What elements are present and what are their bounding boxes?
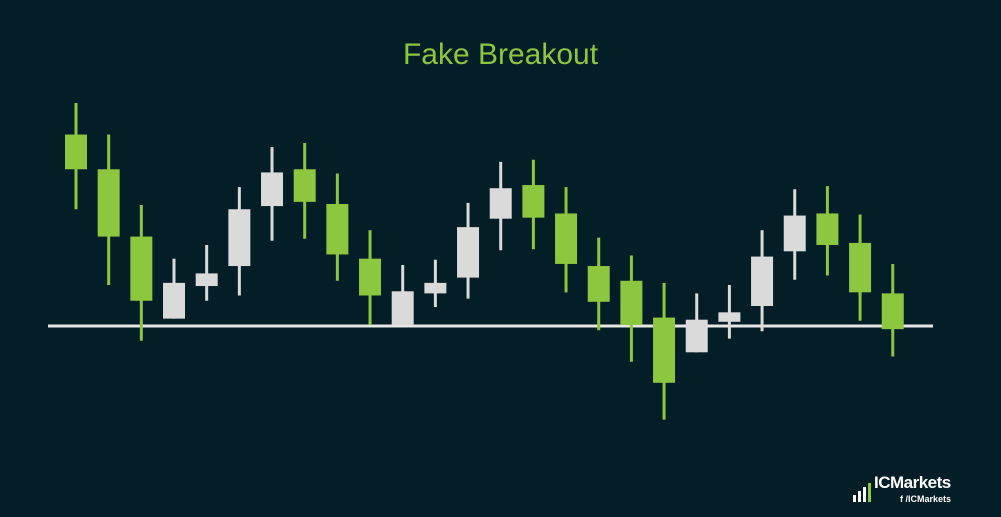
candle-body [228, 209, 251, 267]
candle-body [261, 172, 284, 207]
candle-body [65, 134, 87, 170]
candle-body [849, 242, 872, 293]
candle-body [620, 280, 643, 325]
candle-body [881, 293, 904, 330]
brand-logo-text: ICMarkets [874, 473, 951, 492]
candle-body [489, 188, 512, 219]
candle-body [293, 169, 316, 202]
rising-bars-icon [853, 483, 871, 502]
candle-body [587, 266, 610, 302]
candle-body [424, 282, 447, 294]
candle-body [685, 319, 708, 353]
brand-social-handle: f /ICMarkets [900, 494, 952, 504]
candle-body [555, 213, 578, 264]
brand-logo: ICMarkets f /ICMarkets [852, 473, 964, 509]
candle-body [391, 291, 414, 325]
candle-body [326, 203, 349, 255]
candle-body [816, 213, 839, 246]
candle-body [751, 256, 774, 307]
candle-body [653, 317, 676, 383]
candles-group [65, 103, 904, 420]
candle-body [195, 273, 218, 287]
candle-body [457, 227, 480, 278]
candle-body [97, 169, 120, 237]
candle-body [783, 215, 806, 252]
candle-body [718, 312, 741, 322]
candle-body [359, 258, 382, 296]
candle-body [163, 282, 186, 319]
chart-title: Fake Breakout [402, 38, 599, 71]
candle-body [130, 236, 153, 301]
candle-body [522, 185, 545, 218]
